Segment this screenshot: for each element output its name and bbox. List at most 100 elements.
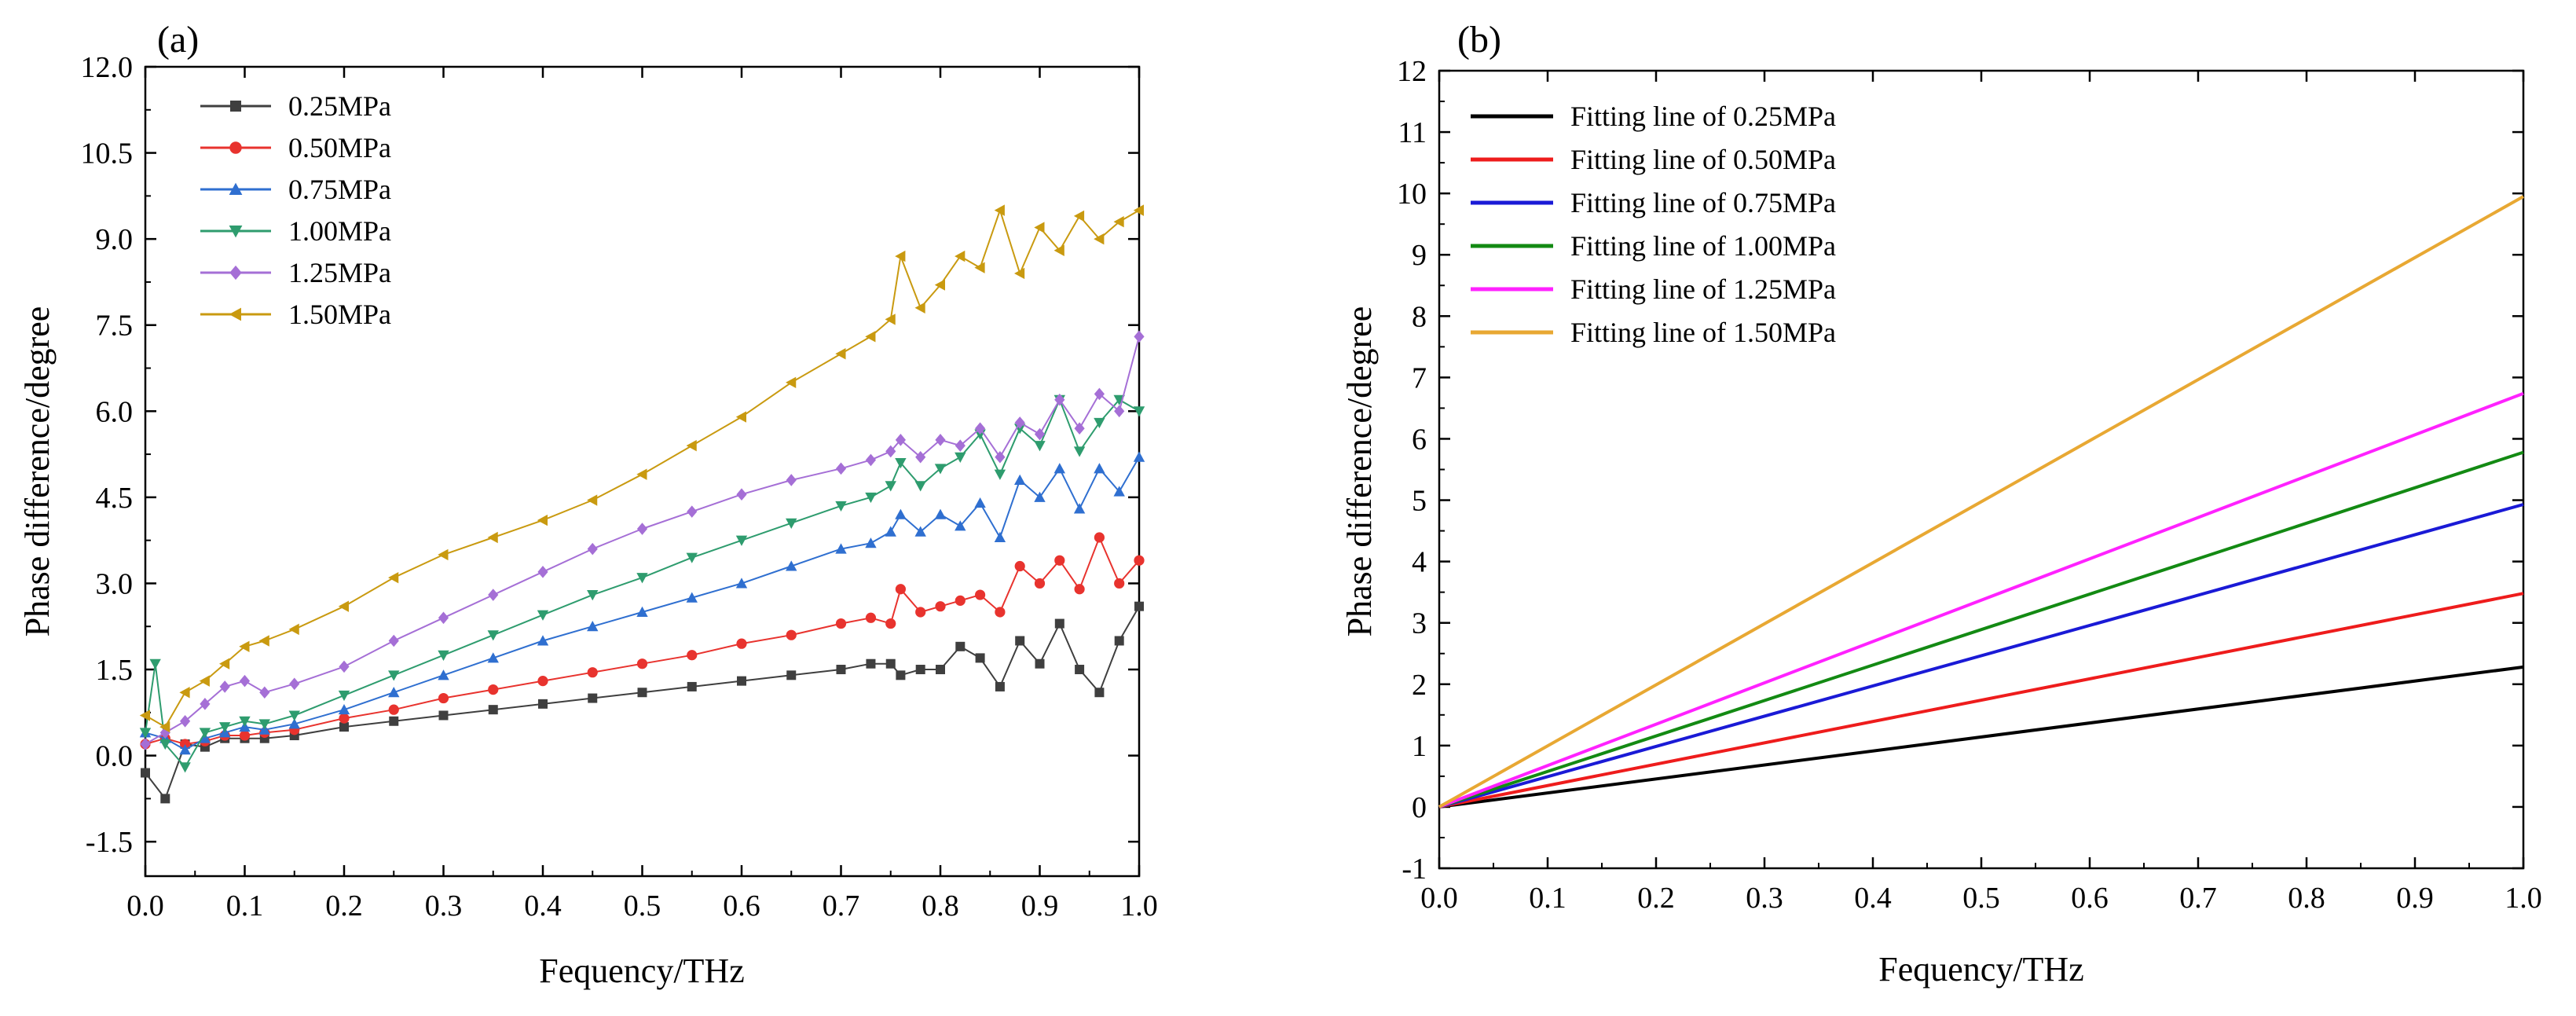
series-line-fitting-line-of-1-25mpa xyxy=(1438,391,2524,809)
data-point-1-00mpa xyxy=(934,464,947,475)
data-point-0-50mpa xyxy=(736,638,747,649)
data-point-1-50mpa xyxy=(537,514,548,526)
data-point-1-50mpa xyxy=(1014,267,1025,280)
data-point-1-25mpa xyxy=(1034,427,1046,441)
x-tick-label: 0.1 xyxy=(226,889,264,922)
data-point-0-25mpa xyxy=(737,676,746,686)
y-tick-label: 4 xyxy=(1412,546,1427,579)
data-point-1-25mpa xyxy=(975,422,986,435)
data-point-1-25mpa xyxy=(935,434,946,446)
legend-label-fitting-line-of-0-50mpa: Fitting line of 0.50MPa xyxy=(1570,144,1836,175)
data-point-1-25mpa xyxy=(895,434,906,446)
data-point-0-50mpa xyxy=(975,589,986,600)
data-point-0-50mpa xyxy=(1094,532,1105,543)
data-point-0-50mpa xyxy=(1114,578,1125,589)
data-point-0-25mpa xyxy=(885,658,896,669)
legend-b: Fitting line of 0.25MPa Fitting line of 0… xyxy=(1471,101,1836,348)
series-line-fitting-line-of-0-75mpa xyxy=(1438,503,2524,809)
data-point-0-50mpa xyxy=(537,676,548,687)
x-axis-title-b: Fequency/THz xyxy=(1878,950,2083,988)
legend-label-0-75mpa: 0.75MPa xyxy=(288,174,391,205)
data-point-0-50mpa xyxy=(885,618,896,629)
x-tick-label: 0.9 xyxy=(1021,889,1059,922)
data-point-0-50mpa xyxy=(915,607,926,618)
data-point-1-00mpa xyxy=(686,552,698,563)
data-point-0-50mpa xyxy=(687,650,698,661)
data-point-1-25mpa xyxy=(915,450,926,464)
x-tick-label: 0.8 xyxy=(2288,882,2325,915)
data-point-0-75mpa xyxy=(537,635,549,646)
chart-panel-a: (a) 0.0 0.1 0.2 0.3 0.4 0.5 0.6 0.7 0.8 0.9 1.0 -1.… xyxy=(18,19,1158,990)
data-point-0-75mpa xyxy=(179,744,191,755)
data-point-1-25mpa xyxy=(1014,416,1025,429)
data-point-0-25mpa xyxy=(836,665,846,675)
data-point-1-00mpa xyxy=(239,716,251,727)
data-point-0-25mpa xyxy=(389,716,399,726)
data-point-0-50mpa xyxy=(1134,555,1145,566)
x-axis-title-a: Fequency/THz xyxy=(539,952,744,990)
data-point-0-75mpa xyxy=(686,592,698,603)
legend-marker-0-25mpa xyxy=(230,101,241,112)
data-point-0-75mpa xyxy=(835,543,847,554)
data-point-1-00mpa xyxy=(994,469,1006,480)
data-point-0-50mpa xyxy=(835,618,847,629)
data-point-0-50mpa xyxy=(438,692,449,704)
data-point-1-00mpa xyxy=(338,690,350,702)
data-point-1-00mpa xyxy=(735,535,748,546)
data-point-1-00mpa xyxy=(149,658,161,669)
data-point-0-25mpa xyxy=(588,693,598,703)
data-point-1-25mpa xyxy=(239,674,251,688)
data-point-0-75mpa xyxy=(1073,503,1086,514)
data-point-1-00mpa xyxy=(865,492,877,504)
data-point-1-25mpa xyxy=(835,462,847,475)
data-point-1-50mpa xyxy=(1034,222,1045,233)
data-point-1-50mpa xyxy=(786,376,797,388)
data-point-0-50mpa xyxy=(636,658,648,669)
data-point-1-50mpa xyxy=(885,314,896,325)
series-line-fitting-line-of-0-25mpa xyxy=(1438,665,2524,809)
data-point-0-75mpa xyxy=(587,621,599,632)
data-point-1-50mpa xyxy=(239,640,250,653)
data-point-0-75mpa xyxy=(1094,463,1105,474)
data-point-1-50mpa xyxy=(487,531,498,544)
data-point-1-00mpa xyxy=(179,762,191,773)
y-tick-label: 6.0 xyxy=(96,395,134,428)
y-tick-label: 3.0 xyxy=(96,567,134,600)
data-point-0-50mpa xyxy=(865,612,877,623)
y-tick-label: 9.0 xyxy=(96,223,134,256)
data-point-0-25mpa xyxy=(1015,636,1025,646)
data-point-1-00mpa xyxy=(487,630,499,641)
x-tick-label: 0.6 xyxy=(723,889,760,922)
data-point-0-75mpa xyxy=(636,606,648,617)
x-tick-label: 0.1 xyxy=(1529,882,1566,915)
series-line-fitting-line-of-1-50mpa xyxy=(1438,195,2524,809)
data-point-0-75mpa xyxy=(786,560,797,571)
data-point-1-00mpa xyxy=(955,452,966,463)
data-point-1-25mpa xyxy=(140,738,151,750)
data-point-0-75mpa xyxy=(288,718,300,729)
series-line-1-25mpa xyxy=(145,336,1140,745)
data-point-0-25mpa xyxy=(915,665,925,675)
y-tick-label: 7.5 xyxy=(96,310,134,343)
data-point-0-75mpa xyxy=(974,497,986,508)
legend-marker-1-50mpa xyxy=(229,307,241,321)
data-point-0-50mpa xyxy=(935,601,946,612)
data-point-0-75mpa xyxy=(1133,451,1145,462)
data-point-1-25mpa xyxy=(289,677,300,691)
legend-label-1-25mpa: 1.25MPa xyxy=(288,257,391,288)
data-point-1-00mpa xyxy=(786,518,797,529)
data-point-1-50mpa xyxy=(587,494,598,506)
data-point-1-50mpa xyxy=(199,675,210,687)
x-tick-label: 0.4 xyxy=(524,889,562,922)
data-point-0-25mpa xyxy=(141,768,150,778)
series-line-0-25mpa xyxy=(145,606,1140,800)
data-point-0-75mpa xyxy=(914,526,926,537)
data-point-0-50mpa xyxy=(1074,584,1085,595)
data-point-0-25mpa xyxy=(1134,601,1144,611)
data-point-1-50mpa xyxy=(139,710,150,721)
data-point-1-00mpa xyxy=(537,610,549,621)
y-axis-title-a: Phase difference/degree xyxy=(18,306,57,637)
data-point-1-25mpa xyxy=(200,698,211,710)
data-point-1-50mpa xyxy=(735,411,746,423)
